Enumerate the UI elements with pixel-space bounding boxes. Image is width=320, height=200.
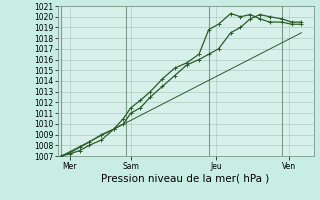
X-axis label: Pression niveau de la mer( hPa ): Pression niveau de la mer( hPa ) bbox=[101, 173, 270, 183]
